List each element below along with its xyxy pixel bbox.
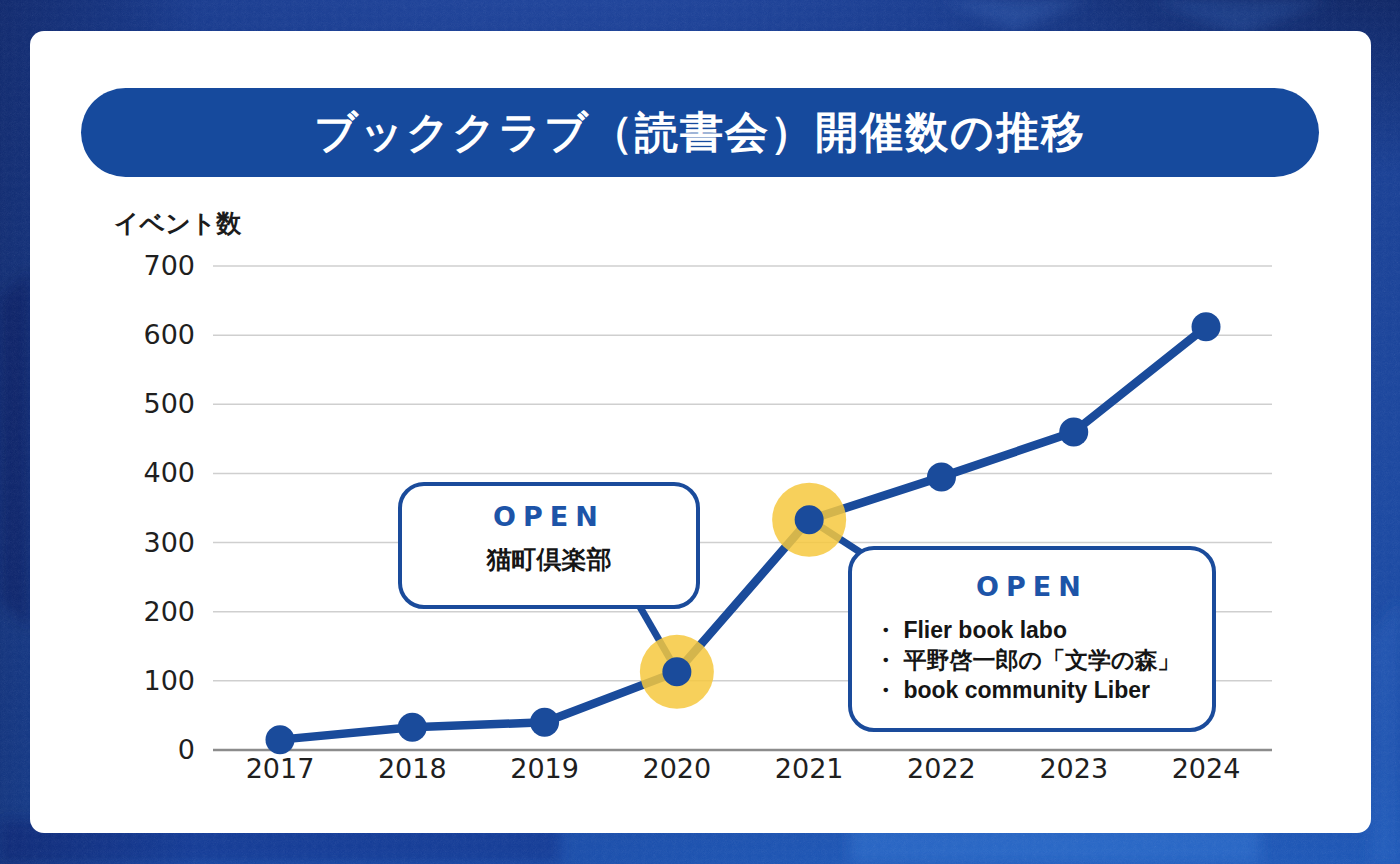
callout-2020-open: OPEN 猫町倶楽部 — [398, 482, 700, 609]
y-tick-label: 500 — [143, 388, 195, 419]
data-point-2021 — [795, 505, 824, 534]
callout-list-item: ・ 平野啓一郎の「文学の森」 — [874, 645, 1212, 675]
x-tick-label: 2017 — [246, 753, 315, 784]
y-tick-label: 100 — [143, 665, 195, 696]
y-tick-label: 700 — [143, 250, 195, 281]
data-point-2018 — [398, 713, 427, 742]
x-tick-label: 2020 — [643, 753, 712, 784]
callout-club-list: ・ Flier book labo・ 平野啓一郎の「文学の森」・ book co… — [852, 615, 1212, 705]
callout-club-name: 猫町倶楽部 — [402, 543, 696, 576]
y-tick-label: 600 — [143, 319, 195, 350]
x-tick-label: 2021 — [775, 753, 844, 784]
x-tick-label: 2024 — [1172, 753, 1241, 784]
data-point-2019 — [530, 708, 559, 737]
y-tick-label: 300 — [143, 527, 195, 558]
data-point-2024 — [1192, 312, 1221, 341]
x-tick-label: 2018 — [378, 753, 447, 784]
x-tick-label: 2019 — [510, 753, 579, 784]
y-tick-label: 400 — [143, 457, 195, 488]
data-point-2017 — [266, 725, 295, 754]
data-point-2020 — [662, 657, 691, 686]
x-tick-label: 2022 — [907, 753, 976, 784]
x-tick-label: 2023 — [1039, 753, 1108, 784]
callout-list-item: ・ Flier book labo — [874, 615, 1212, 645]
callout-open-label: OPEN — [852, 571, 1212, 602]
data-point-2023 — [1059, 417, 1088, 446]
y-tick-label: 0 — [178, 734, 195, 765]
callout-open-label: OPEN — [402, 501, 696, 532]
callout-list-item: ・ book community Liber — [874, 675, 1212, 705]
callout-2021-open: OPEN ・ Flier book labo・ 平野啓一郎の「文学の森」・ bo… — [848, 546, 1216, 732]
data-point-2022 — [927, 462, 956, 491]
line-chart: 700 600 500 400 300 200 100 0 2017 2018 2019 2020 20… — [0, 0, 1400, 864]
y-tick-label: 200 — [143, 596, 195, 627]
